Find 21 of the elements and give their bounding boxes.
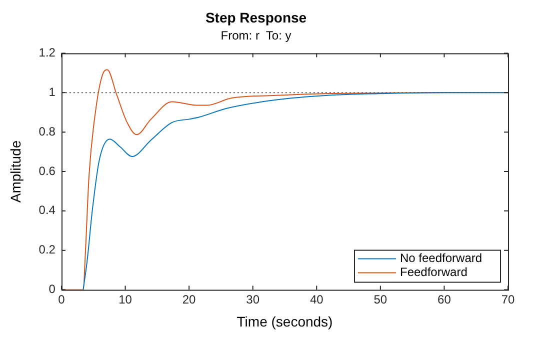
x-tick-label: 20 <box>182 292 196 306</box>
x-tick-label: 10 <box>118 292 132 306</box>
y-tick-label: 0.8 <box>38 124 56 138</box>
x-tick-label: 0 <box>58 292 66 306</box>
x-tick-label: 60 <box>438 292 452 306</box>
y-tick-label: 0.4 <box>38 203 56 218</box>
y-tick-label: 0.2 <box>38 242 56 257</box>
y-tick-label: 1.2 <box>38 46 56 60</box>
chart-subtitle: From: r To: y <box>220 28 292 42</box>
y-tick-label: 0.6 <box>38 164 56 178</box>
y-tick-label: 0 <box>48 282 56 296</box>
y-axis-title: Amplitude <box>7 140 24 203</box>
x-tick-label: 70 <box>501 292 515 306</box>
chart-title: Step Response <box>205 9 307 26</box>
legend-label: No feedforward <box>400 251 482 266</box>
y-tick-label: 1 <box>48 84 56 99</box>
legend-label: Feedforward <box>400 265 468 280</box>
x-tick-label: 30 <box>246 292 260 306</box>
x-tick-label: 50 <box>374 292 388 306</box>
x-axis-title: Time (seconds) <box>236 313 333 330</box>
x-tick-label: 40 <box>310 292 324 306</box>
